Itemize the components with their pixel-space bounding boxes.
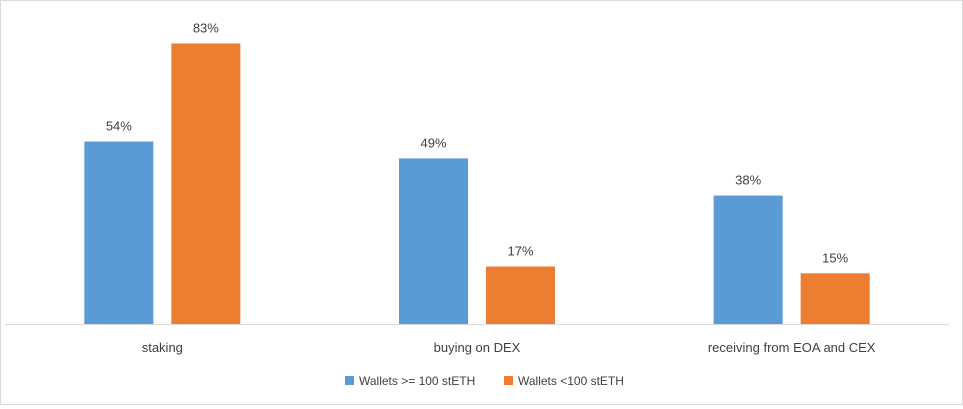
- bar-small-wallets-0: [171, 43, 241, 325]
- category-label: buying on DEX: [434, 340, 521, 355]
- data-label: 54%: [106, 118, 132, 133]
- category-label: staking: [142, 340, 183, 355]
- bar-large-wallets-0: [84, 141, 154, 324]
- data-label: 38%: [735, 173, 761, 188]
- legend: Wallets >= 100 stETH Wallets <100 stETH: [345, 374, 624, 388]
- legend-label: Wallets <100 stETH: [518, 374, 624, 388]
- bar-small-wallets-1: [486, 266, 555, 324]
- legend-swatch: [504, 376, 513, 385]
- bar-small-wallets-2: [800, 273, 870, 324]
- bar-large-wallets-1: [399, 158, 468, 324]
- bar-large-wallets-2: [713, 195, 783, 324]
- bars-group: [84, 43, 870, 325]
- category-label: receiving from EOA and CEX: [708, 340, 876, 355]
- legend-swatch: [345, 376, 354, 385]
- data-label: 83%: [193, 20, 219, 35]
- data-labels-group: 54% 83% 49% 17% 38% 15%: [106, 20, 849, 265]
- legend-label: Wallets >= 100 stETH: [359, 374, 475, 388]
- data-label: 49%: [420, 135, 446, 150]
- data-label: 15%: [822, 250, 848, 265]
- data-label: 17%: [507, 244, 533, 259]
- category-labels-group: staking buying on DEX receiving from EOA a…: [142, 340, 876, 355]
